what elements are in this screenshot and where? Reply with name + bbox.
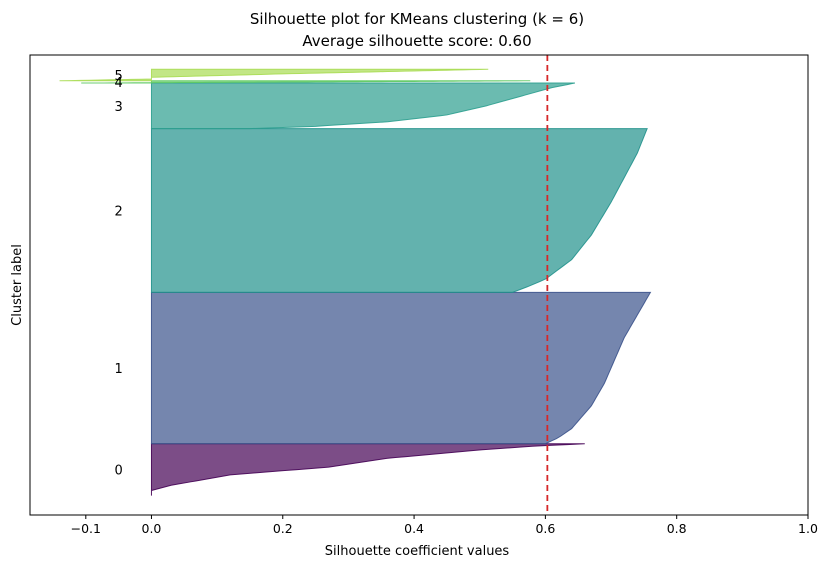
y-axis-label: Cluster label — [10, 244, 25, 326]
silhouette-cluster-5 — [59, 68, 489, 82]
plot-frame — [29, 54, 809, 516]
cluster-label-1: 1 — [114, 362, 122, 377]
silhouette-cluster-2 — [150, 128, 648, 293]
silhouette-cluster-1 — [150, 291, 652, 445]
cluster-label-2: 2 — [114, 204, 122, 219]
silhouette-cluster-0 — [150, 443, 585, 496]
chart-subtitle: Average silhouette score: 0.60 — [302, 32, 531, 50]
x-tick-label: 1.0 — [798, 521, 818, 536]
silhouette-cluster-3 — [150, 82, 576, 130]
x-axis-label: Silhouette coefficient values — [325, 544, 510, 559]
cluster-label-3: 3 — [114, 100, 122, 115]
x-tick-label: 0.6 — [535, 521, 555, 536]
x-tick-label: 0.4 — [404, 521, 424, 536]
x-tick-label: 0.2 — [273, 521, 293, 536]
x-tick-label: 0.8 — [667, 521, 687, 536]
x-axis-ticks: −0.1 0.0 0.2 0.4 0.6 0.8 1.0 — [71, 515, 818, 536]
cluster-label-0: 0 — [114, 464, 122, 479]
silhouette-cluster-4 — [81, 80, 531, 84]
chart-title: Silhouette plot for KMeans clustering (k… — [250, 10, 584, 28]
cluster-labels: 0 1 2 3 45 — [114, 69, 122, 479]
x-tick-label: −0.1 — [71, 521, 101, 536]
cluster-label-5: 5 — [114, 69, 122, 84]
plot-area — [59, 68, 652, 496]
cluster-label-4: 4 — [114, 76, 122, 91]
x-tick-label: 0.0 — [142, 521, 162, 536]
